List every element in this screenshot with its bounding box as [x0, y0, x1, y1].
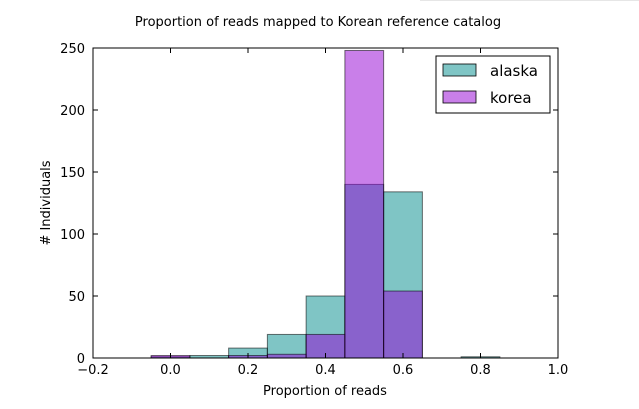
y-tick-label-2: 100 — [60, 228, 85, 243]
x-tick-label-5: 0.8 — [470, 363, 491, 378]
legend-label-alaska: alaska — [490, 62, 538, 80]
x-tick-label-4: 0.6 — [393, 363, 414, 378]
chart-title: Proportion of reads mapped to Korean ref… — [135, 15, 501, 30]
y-tick-label-4: 200 — [60, 104, 85, 119]
x-tick-label-3: 0.4 — [315, 363, 336, 378]
bar-korea-6 — [383, 290, 423, 359]
legend-swatch-korea — [442, 90, 477, 104]
x-axis-label: Proportion of reads — [263, 384, 387, 399]
y-tick-label-1: 50 — [68, 290, 85, 305]
y-tick-label-3: 150 — [60, 166, 85, 181]
legend-swatch-alaska — [442, 63, 477, 77]
x-tick-label-2: 0.2 — [238, 363, 259, 378]
legend-label-korea: korea — [490, 89, 532, 107]
legend: alaska korea — [435, 55, 551, 114]
x-tick-label-1: 0.0 — [160, 363, 181, 378]
x-tick-label-6: 1.0 — [548, 363, 569, 378]
y-axis-ticks: 0 50 100 150 200 250 — [60, 42, 558, 367]
x-axis-ticks: −0.2 0.0 0.2 0.4 0.6 0.8 1.0 — [77, 48, 568, 378]
y-tick-label-5: 250 — [60, 42, 85, 57]
x-tick-label-0: −0.2 — [77, 363, 109, 378]
bar-korea-5 — [344, 49, 385, 359]
y-axis-label: # Individuals — [39, 160, 54, 245]
y-tick-label-0: 0 — [77, 352, 85, 367]
bar-korea-3 — [266, 353, 307, 359]
